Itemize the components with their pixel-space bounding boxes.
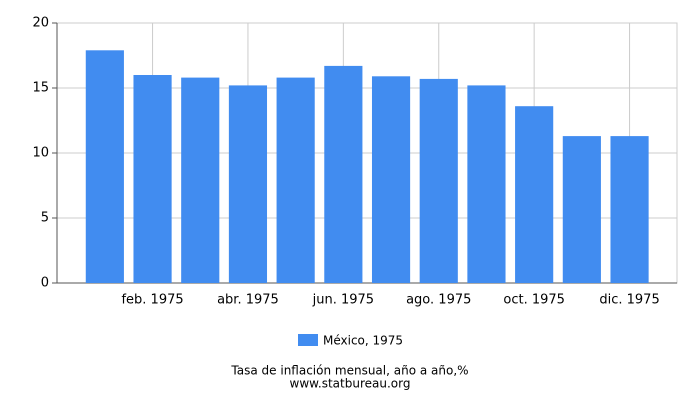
bar — [181, 77, 220, 283]
bar — [610, 136, 649, 283]
y-tick-label: 20 — [32, 16, 49, 31]
bar — [419, 78, 458, 284]
y-tick-label: 10 — [32, 146, 49, 161]
source: www.statbureau.org — [290, 377, 411, 391]
bar — [276, 77, 315, 283]
x-tick-label: feb. 1975 — [121, 293, 183, 308]
chart-title: Tasa de inflación mensual, año a año,% — [230, 364, 468, 378]
bar — [562, 136, 601, 283]
x-tick-label: jun. 1975 — [312, 293, 374, 308]
legend-label: México, 1975 — [323, 334, 403, 348]
y-tick-label: 15 — [32, 81, 49, 96]
bar — [133, 75, 172, 283]
x-tick-label: oct. 1975 — [503, 293, 565, 308]
y-tick-label: 0 — [41, 276, 49, 291]
bar — [467, 85, 506, 284]
bar — [515, 106, 554, 283]
bar — [371, 76, 411, 283]
bar — [228, 85, 268, 284]
bar — [324, 65, 363, 284]
legend-swatch — [298, 334, 318, 346]
bar — [85, 50, 124, 283]
y-tick-label: 5 — [41, 211, 49, 226]
x-tick-label: dic. 1975 — [599, 293, 659, 308]
x-tick-label: ago. 1975 — [406, 293, 471, 308]
x-tick-label: abr. 1975 — [217, 293, 279, 308]
